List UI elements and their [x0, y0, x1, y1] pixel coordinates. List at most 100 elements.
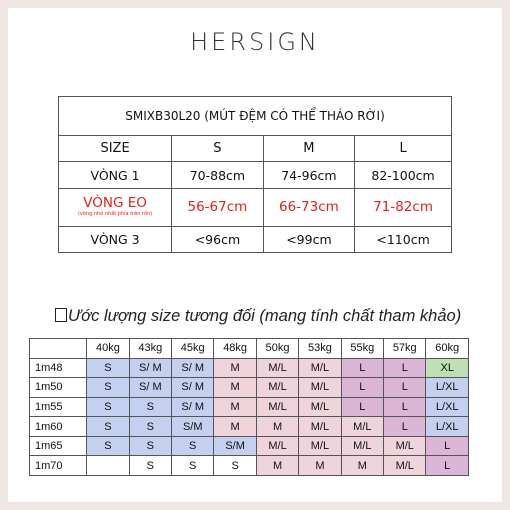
- size-cell: S: [128, 435, 173, 457]
- estimate-heading-text: Ước lượng size tương đối (mang tính chất…: [68, 307, 462, 325]
- height-label: 1m50: [28, 377, 88, 398]
- weight-header: 45kg: [171, 338, 215, 359]
- size-cell: M/L: [298, 357, 342, 379]
- size-cell: L: [340, 396, 385, 418]
- weight-header: 48kg: [213, 338, 257, 359]
- checkbox-icon: [55, 308, 67, 322]
- size-cell: M/L: [383, 455, 427, 476]
- grid-row: 1m60 S S S/M M M M/L M/L L L/XL: [28, 416, 469, 437]
- size-cell: L: [383, 416, 427, 437]
- row-label-hip: VÒNG 3: [57, 225, 173, 254]
- size-cell: M: [255, 416, 300, 437]
- hip-l: <110cm: [354, 225, 452, 254]
- bust-l: 82-100cm: [354, 161, 452, 189]
- bust-s: 70-88cm: [171, 161, 264, 189]
- bust-m: 74-96cm: [262, 161, 356, 189]
- weight-header: 60kg: [425, 338, 469, 359]
- size-cell: M/L: [383, 435, 427, 457]
- size-cell: S: [213, 455, 257, 476]
- height-label: 1m55: [28, 396, 88, 418]
- size-cell: L: [340, 377, 385, 398]
- size-cell: L: [425, 435, 469, 457]
- brand-logo: HERSIGN: [190, 28, 320, 56]
- size-cell: M: [255, 455, 300, 476]
- size-cell: M/L: [340, 416, 385, 437]
- size-cell: M: [213, 396, 257, 418]
- size-cell: S: [128, 416, 173, 437]
- size-cell: M/L: [298, 435, 342, 457]
- corner-cell: [28, 338, 88, 359]
- size-cell: M/L: [298, 416, 342, 437]
- size-cell: M/L: [298, 377, 342, 398]
- size-cell: M: [340, 455, 385, 476]
- weight-header: 55kg: [340, 338, 385, 359]
- size-cell: S/ M: [128, 377, 173, 398]
- weight-header: 50kg: [255, 338, 300, 359]
- size-cell: L/XL: [425, 416, 469, 437]
- waist-label: VÒNG EO: [83, 195, 147, 212]
- waist-l: 71-82cm: [354, 187, 452, 227]
- height-label: 1m65: [28, 435, 88, 457]
- size-cell: S: [86, 416, 130, 437]
- size-cell: L: [383, 357, 427, 379]
- size-cell: S: [86, 396, 130, 418]
- weight-header: 57kg: [383, 338, 427, 359]
- size-chart-table: SMIXB30L20 (MÚT ĐỆM CÓ THỂ THÁO RỜI) SIZ…: [57, 96, 452, 254]
- size-cell: L: [425, 455, 469, 476]
- weight-header: 40kg: [86, 338, 130, 359]
- size-header-label: SIZE: [57, 134, 173, 163]
- size-cell: M/L: [298, 396, 342, 418]
- size-cell: M: [298, 455, 342, 476]
- size-cell: M/L: [255, 435, 300, 457]
- waist-note: (vòng nhỏ nhất phía trên rốn): [77, 211, 153, 218]
- size-cell: L: [340, 357, 385, 379]
- row-label-bust: VÒNG 1: [57, 161, 173, 189]
- grid-row: 1m70 S S S M M M M/L L: [28, 455, 469, 476]
- waist-s: 56-67cm: [171, 187, 264, 227]
- size-cell: S/ M: [128, 357, 173, 379]
- size-cell: M: [213, 377, 257, 398]
- grid-row: 1m65 S S S S/M M/L M/L M/L M/L L: [28, 435, 469, 457]
- size-cell: L: [383, 396, 427, 418]
- size-cell: S: [171, 455, 215, 476]
- size-cell: S/ M: [171, 377, 215, 398]
- grid-row: 1m48 S S/ M S/ M M M/L M/L L L XL: [28, 357, 469, 379]
- size-cell: S: [171, 435, 215, 457]
- size-cell: S: [86, 435, 130, 457]
- size-cell: L/XL: [425, 377, 469, 398]
- size-cell: M/L: [255, 357, 300, 379]
- waist-m: 66-73cm: [262, 187, 356, 227]
- size-estimate-grid: 40kg 43kg 45kg 48kg 50kg 53kg 55kg 57kg 60kg 1m4…: [28, 338, 469, 476]
- hip-m: <99cm: [262, 225, 356, 254]
- height-label: 1m60: [28, 416, 88, 437]
- product-code-title: SMIXB30L20 (MÚT ĐỆM CÓ THỂ THÁO RỜI): [58, 96, 452, 136]
- size-cell: M: [213, 357, 257, 379]
- size-cell: S: [86, 357, 130, 379]
- size-cell: S/M: [213, 435, 257, 457]
- size-cell: XL: [425, 357, 469, 379]
- height-label: 1m70: [28, 455, 88, 476]
- size-cell: L: [383, 377, 427, 398]
- size-cell: S/M: [171, 416, 215, 437]
- size-cell: S/ M: [171, 396, 215, 418]
- row-label-waist: VÒNG EO (vòng nhỏ nhất phía trên rốn): [57, 187, 173, 227]
- size-cell: M/L: [255, 396, 300, 418]
- size-header-s: S: [171, 134, 264, 163]
- size-cell: S: [128, 455, 173, 476]
- grid-row: 1m50 S S/ M S/ M M M/L M/L L L L/XL: [28, 377, 469, 398]
- estimate-heading: Ước lượng size tương đối (mang tính chất…: [55, 307, 461, 326]
- size-header-m: M: [262, 134, 356, 163]
- weight-header: 43kg: [128, 338, 173, 359]
- size-cell: M: [213, 416, 257, 437]
- grid-row: 1m55 S S S/ M M M/L M/L L L L/XL: [28, 396, 469, 418]
- size-header-l: L: [354, 134, 452, 163]
- size-cell: S/ M: [171, 357, 215, 379]
- size-cell: L/XL: [425, 396, 469, 418]
- height-label: 1m48: [28, 357, 88, 379]
- size-cell: [86, 455, 130, 476]
- size-cell: M/L: [340, 435, 385, 457]
- size-cell: S: [128, 396, 173, 418]
- weight-header: 53kg: [298, 338, 342, 359]
- hip-s: <96cm: [171, 225, 264, 254]
- size-cell: M/L: [255, 377, 300, 398]
